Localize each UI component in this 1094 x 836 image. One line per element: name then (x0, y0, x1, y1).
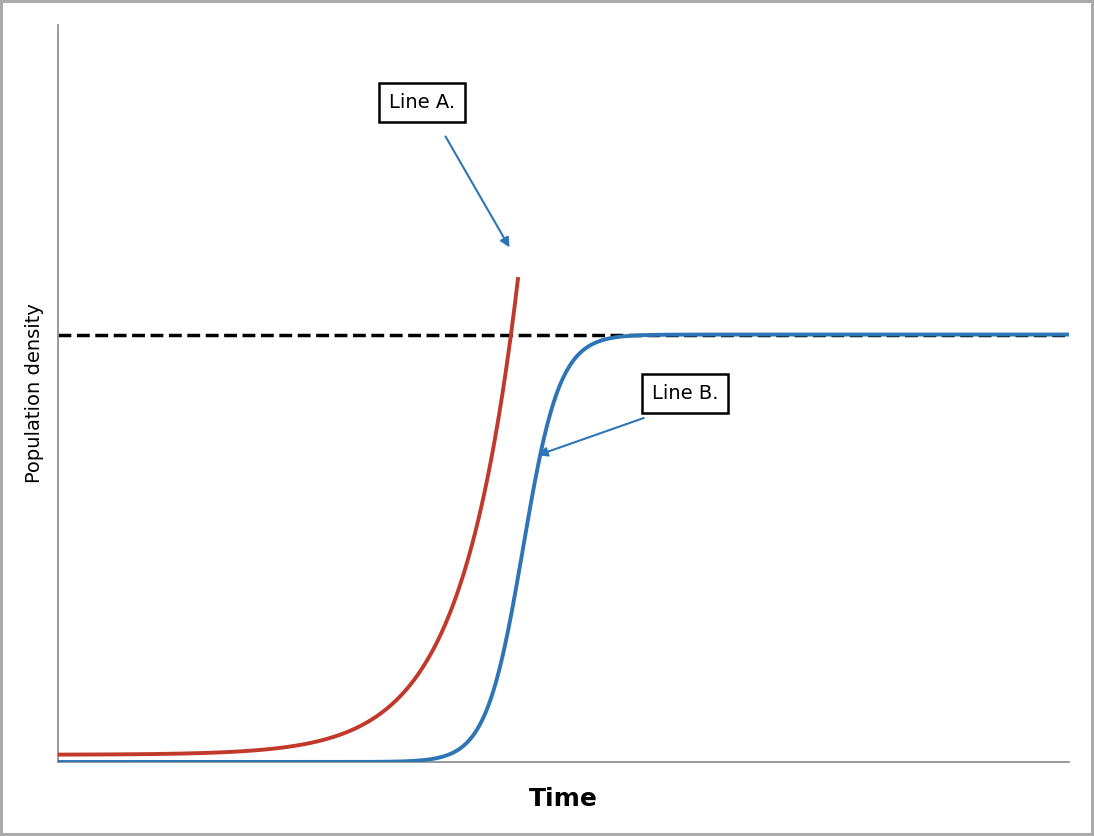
X-axis label: Time: Time (529, 787, 598, 811)
Text: Line B.: Line B. (652, 384, 718, 403)
Text: Line A.: Line A. (388, 93, 455, 112)
Y-axis label: Population density: Population density (25, 303, 44, 483)
